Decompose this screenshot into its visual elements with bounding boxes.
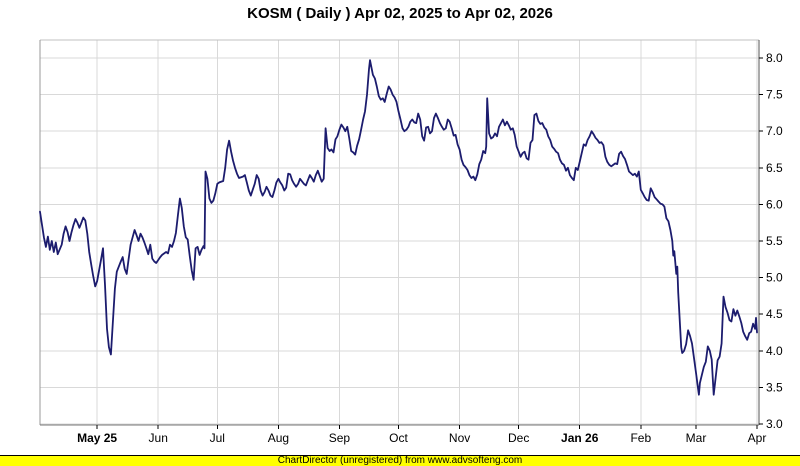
x-tick-label: Mar — [686, 431, 707, 445]
y-tick-label: 7.0 — [766, 124, 783, 138]
x-tick-label: Sep — [329, 431, 351, 445]
y-tick-label: 7.5 — [766, 88, 783, 102]
y-tick-label: 4.5 — [766, 307, 783, 321]
x-tick-label: Apr — [748, 431, 767, 445]
y-tick-label: 6.5 — [766, 161, 783, 175]
y-tick-label: 5.0 — [766, 271, 783, 285]
y-tick-label: 4.0 — [766, 344, 783, 358]
y-tick-label: 3.0 — [766, 417, 783, 431]
chart-title: KOSM ( Daily ) Apr 02, 2025 to Apr 02, 2… — [247, 5, 553, 22]
x-tick-label: Dec — [508, 431, 529, 445]
x-tick-label: Aug — [268, 431, 289, 445]
x-tick-label: May 25 — [77, 431, 117, 445]
x-tick-label: Jan 26 — [561, 431, 599, 445]
y-tick-label: 3.5 — [766, 380, 783, 394]
footer-text: ChartDirector (unregistered) from www.ad… — [277, 455, 523, 466]
x-tick-label: Oct — [389, 431, 408, 445]
price-line — [39, 59, 758, 396]
y-tick-label: 6.0 — [766, 197, 783, 211]
x-tick-label: Nov — [449, 431, 470, 445]
y-tick-label: 8.0 — [766, 51, 783, 65]
y-tick-label: 5.5 — [766, 234, 783, 248]
x-tick-label: Feb — [630, 431, 651, 445]
x-tick-label: Jul — [210, 431, 225, 445]
x-tick-label: Jun — [149, 431, 168, 445]
footer-banner: ChartDirector (unregistered) from www.ad… — [0, 455, 800, 466]
